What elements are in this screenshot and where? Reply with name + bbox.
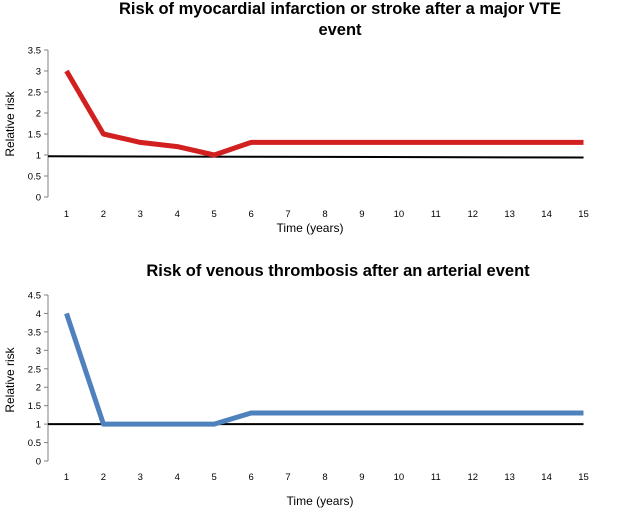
bottom-y-axis-label: Relative risk	[3, 346, 17, 412]
top-y-tick-label: 2.5	[28, 88, 41, 99]
top-y-tick-label: 0	[36, 193, 41, 204]
top-x-tick-label: 8	[322, 209, 327, 220]
bottom-series-line	[64, 312, 584, 427]
top-x-tick-label: 5	[212, 209, 217, 220]
top-x-tick-label: 11	[431, 209, 441, 220]
bottom-data-point-8	[325, 413, 326, 414]
bottom-data-point-9	[361, 413, 362, 414]
bottom-x-tick-label: 1	[64, 472, 69, 483]
bottom-y-tick-label: 4.5	[28, 291, 41, 302]
bottom-x-tick-label: 5	[212, 472, 217, 483]
bottom-x-axis-label: Time (years)	[287, 494, 354, 508]
top-y-axis-label: Relative risk	[3, 90, 17, 156]
bottom-x-tick-label: 10	[394, 472, 405, 483]
bottom-x-tick-label: 6	[248, 472, 253, 483]
bottom-y-tick-label: 3.5	[28, 327, 41, 338]
bottom-x-tick-label: 3	[138, 472, 143, 483]
top-y-tick-label: 3.5	[28, 46, 41, 57]
top-x-tick-label: 7	[285, 209, 290, 220]
bottom-x-tick-label: 8	[322, 472, 327, 483]
top-x-tick-label: 2	[101, 209, 106, 220]
bottom-y-tick-label: 2.5	[28, 364, 41, 375]
bottom-x-tick-label: 12	[467, 472, 478, 483]
top-x-tick-label: 6	[248, 209, 253, 220]
bottom-x-tick-label: 11	[431, 472, 441, 483]
top-x-axis-label: Time (years)	[277, 221, 344, 235]
bottom-data-point-5	[214, 424, 215, 425]
bottom-data-point-13	[509, 413, 510, 414]
top-chart-title-line-1: Risk of myocardial infarction or stroke …	[119, 0, 561, 18]
top-x-tick-label: 10	[394, 209, 405, 220]
top-y-tick-label: 1	[36, 151, 41, 162]
bottom-x-tick-label: 2	[101, 472, 106, 483]
top-y-tick-label: 2	[36, 109, 41, 120]
bottom-x-tick-label: 13	[504, 472, 515, 483]
top-series-line	[64, 69, 584, 158]
top-x-tick-label: 9	[359, 209, 364, 220]
bottom-x-tick-label: 14	[541, 472, 552, 483]
bottom-y-tick-label: 2	[36, 383, 41, 394]
bottom-data-point-14	[546, 413, 547, 414]
top-y-tick-label: 1.5	[28, 130, 41, 141]
bottom-data-point-11	[435, 413, 436, 414]
bottom-x-tick-label: 15	[578, 472, 589, 483]
bottom-y-tick-label: 3	[36, 346, 41, 357]
bottom-y-tick-label: 1.5	[28, 401, 41, 412]
bottom-chart-title-line-1: Risk of venous thrombosis after an arter…	[146, 262, 530, 280]
top-y-tick-label: 3	[36, 67, 41, 78]
bottom-data-point-2	[103, 424, 104, 425]
top-x-tick-label: 4	[175, 209, 180, 220]
bottom-data-point-3	[140, 424, 141, 425]
bottom-x-tick-label: 7	[285, 472, 290, 483]
bottom-data-point-10	[398, 413, 399, 414]
top-chart-title-line-2: event	[318, 21, 362, 39]
top-x-tick-label: 3	[138, 209, 143, 220]
bottom-data-point-1	[66, 313, 67, 314]
top-x-tick-label: 1	[64, 209, 69, 220]
top-y-tick-label: 0.5	[28, 172, 41, 183]
top-x-tick-label: 15	[578, 209, 589, 220]
bottom-y-tick-label: 0.5	[28, 438, 41, 449]
bottom-x-tick-label: 9	[359, 472, 364, 483]
bottom-data-point-15	[583, 413, 584, 414]
bottom-y-tick-label: 1	[36, 420, 41, 431]
top-x-tick-label: 12	[467, 209, 478, 220]
bottom-y-tick-label: 0	[36, 457, 41, 468]
top-x-tick-label: 14	[541, 209, 552, 220]
bottom-data-point-6	[251, 413, 252, 414]
bottom-data-point-4	[177, 424, 178, 425]
bottom-x-tick-label: 4	[175, 472, 180, 483]
bottom-data-point-7	[288, 413, 289, 414]
top-reference-line	[47, 155, 584, 159]
top-x-tick-label: 13	[504, 209, 515, 220]
bottom-data-point-12	[472, 413, 473, 414]
bottom-y-tick-label: 4	[36, 309, 41, 320]
